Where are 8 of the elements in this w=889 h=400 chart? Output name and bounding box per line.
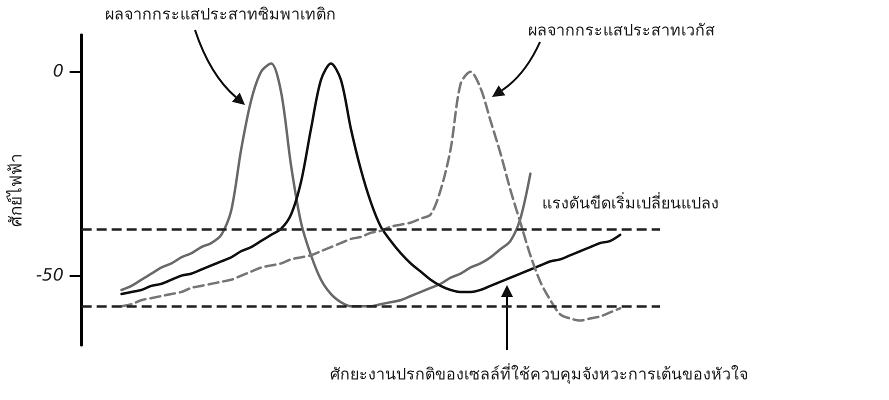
- ref-line-label: แรงดันขีดเริ่มเปลี่ยนแปลง: [542, 191, 719, 212]
- text: ผลจากกระแสประสาทซิมพาเทติก: [105, 4, 336, 24]
- y-axis-title: ศักย์ไฟฟ้า: [6, 153, 26, 227]
- y-tick-label: -50: [36, 266, 64, 286]
- line-series: [120, 62, 532, 308]
- text: ศักยะงานปรกติของเซลล์ที่ใช้ควบคุมจังหวะการเต้นของหัวใจ: [330, 362, 748, 384]
- annotation: ผลจากกระแสประสาทเวกัส: [528, 20, 715, 40]
- y-tick-label: 0: [52, 62, 64, 82]
